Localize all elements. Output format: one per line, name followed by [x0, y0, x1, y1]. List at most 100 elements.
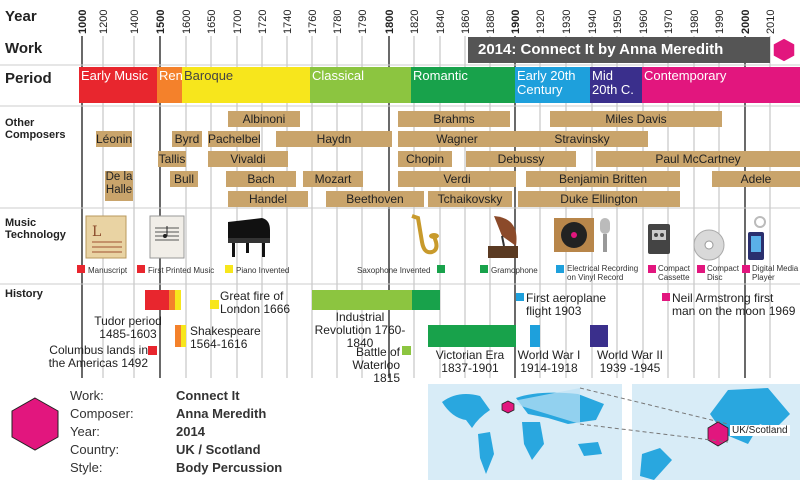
map-country-label: UK/Scotland	[730, 425, 790, 436]
composer-bar: Wagner	[398, 131, 516, 147]
year-row-label: Year	[5, 8, 37, 25]
history-aeroplane: First aeroplane flight 1903	[526, 291, 607, 318]
tech-label: Manuscript	[88, 266, 128, 275]
info-work-value: Connect It	[176, 388, 240, 403]
year-tick-label: 1800	[384, 10, 396, 34]
manuscript-marker	[77, 265, 85, 273]
composer-bar: Benjamin Britten	[526, 171, 680, 187]
composer-bar: Brahms	[398, 111, 510, 127]
composer-bar: Bull	[170, 171, 198, 187]
history-victorian: Victorian Era 1837-1901	[435, 348, 505, 375]
info-composer-value: Anna Meredith	[176, 406, 267, 421]
info-year-label: Year:	[70, 424, 100, 439]
info-style-value: Body Percussion	[176, 460, 283, 475]
period-classical: Classical	[310, 67, 411, 103]
composer-bar: Miles Davis	[550, 111, 722, 127]
year-tick-label: 1930	[561, 10, 573, 34]
year-tick-label: 1920	[535, 10, 547, 34]
hexagon-icon	[772, 37, 796, 63]
year-tick-label: 1900	[510, 10, 522, 34]
period-romantic: Romantic	[411, 67, 515, 103]
cassette-icon	[648, 224, 670, 254]
year-tick-label: 1880	[485, 10, 497, 34]
tech-label: Saxophone Invented	[357, 266, 431, 275]
composer-bar: Tchaikovsky	[428, 191, 512, 207]
year-tick-label: 1700	[232, 10, 244, 34]
tech-label: Compact Disc	[707, 264, 740, 282]
year-tick-label: 1500	[155, 10, 167, 34]
composer-bar: Adele	[712, 171, 800, 187]
compact-disc-icon	[693, 229, 725, 261]
tech-label: Digital Media Player	[752, 264, 799, 282]
composer-bar: Albinoni	[228, 111, 300, 127]
info-country-label: Country:	[70, 442, 120, 457]
year-tick-label: 1950	[612, 10, 624, 34]
industrial-revolution-bar-b	[412, 290, 440, 310]
composer-bar: Stravinsky	[516, 131, 648, 147]
year-tick-label: 1990	[714, 10, 726, 34]
composer-bar: Byrd	[172, 131, 202, 147]
vinyl-recording-icon	[554, 218, 610, 252]
period-row-label: Period	[5, 70, 52, 87]
fire-marker	[210, 300, 219, 309]
year-tick-label: 2000	[740, 10, 752, 34]
industrial-revolution-bar	[312, 290, 412, 310]
shakespeare-bar-b	[181, 325, 186, 347]
history-columbus: Columbus lands in the Americas 1492	[48, 343, 148, 370]
year-tick-label: 1600	[181, 10, 193, 34]
year-tick-label: 1400	[129, 10, 141, 34]
other-composers-row-label: Other Composers	[5, 117, 66, 141]
moon-marker	[662, 293, 670, 301]
year-tick-label: 1970	[663, 10, 675, 34]
printed-music-icon	[149, 215, 185, 259]
history-moon: Neil Armstrong first man on the moon 196…	[672, 291, 796, 318]
hexagon-icon	[11, 397, 59, 451]
tudor-bar	[145, 290, 169, 310]
composer-bar: Léonin	[96, 131, 132, 147]
gramophone-icon	[488, 216, 518, 258]
manuscript-icon: L	[85, 215, 127, 259]
composer-bar: Handel	[228, 191, 308, 207]
composer-bar: Tallis	[158, 151, 186, 167]
piano-marker	[225, 265, 233, 273]
year-tick-label: 1780	[332, 10, 344, 34]
tech-label: First Printed Music	[148, 266, 215, 275]
period-contemporary: Contemporary	[642, 67, 800, 103]
info-year-value: 2014	[176, 424, 205, 439]
info-country-value: UK / Scotland	[176, 442, 261, 457]
svg-text:L: L	[92, 224, 101, 240]
tech-label: Piano Invented	[236, 266, 290, 275]
digital-player-icon	[748, 216, 766, 260]
tudor-bar-ren	[169, 290, 175, 310]
composer-bar: Duke Ellington	[518, 191, 680, 207]
period-mid-20th: Mid 20th C.	[590, 67, 642, 103]
tech-label: Compact Cassette	[658, 264, 691, 282]
shakespeare-bar	[175, 325, 181, 347]
tudor-bar-baroque	[175, 290, 181, 310]
history-fire: Great fire of London 1666	[220, 289, 291, 316]
composer-bar: Verdi	[398, 171, 516, 187]
aeroplane-marker	[516, 293, 524, 301]
composer-bar: Haydn	[276, 131, 392, 147]
cd-marker	[697, 265, 705, 273]
composer-bar: Pachelbel	[208, 131, 260, 147]
history-tudor: Tudor period 1485-1603	[94, 314, 162, 341]
digital-player-marker	[742, 265, 750, 273]
history-shakespeare: Shakespeare 1564-1616	[190, 324, 261, 351]
year-tick-label: 1840	[435, 10, 447, 34]
cassette-marker	[648, 265, 656, 273]
history-row-label: History	[5, 288, 43, 300]
vinyl-marker	[556, 265, 564, 273]
history-industrial: Industrial Revolution 1760-1840	[314, 310, 406, 350]
year-tick-label: 1790	[357, 10, 369, 34]
info-style-label: Style:	[70, 460, 103, 475]
year-tick-label: 1860	[460, 10, 472, 34]
music-technology-row-label: Music Technology	[5, 217, 66, 241]
victorian-era-bar	[428, 325, 516, 347]
period-early-20th: Early 20th Century	[515, 67, 590, 103]
year-tick-label: 1760	[307, 10, 319, 34]
year-tick-label: 2010	[765, 10, 777, 34]
period-renaissance: Ren.	[157, 67, 182, 103]
history-ww1: World War I 1914-1918	[517, 348, 581, 375]
